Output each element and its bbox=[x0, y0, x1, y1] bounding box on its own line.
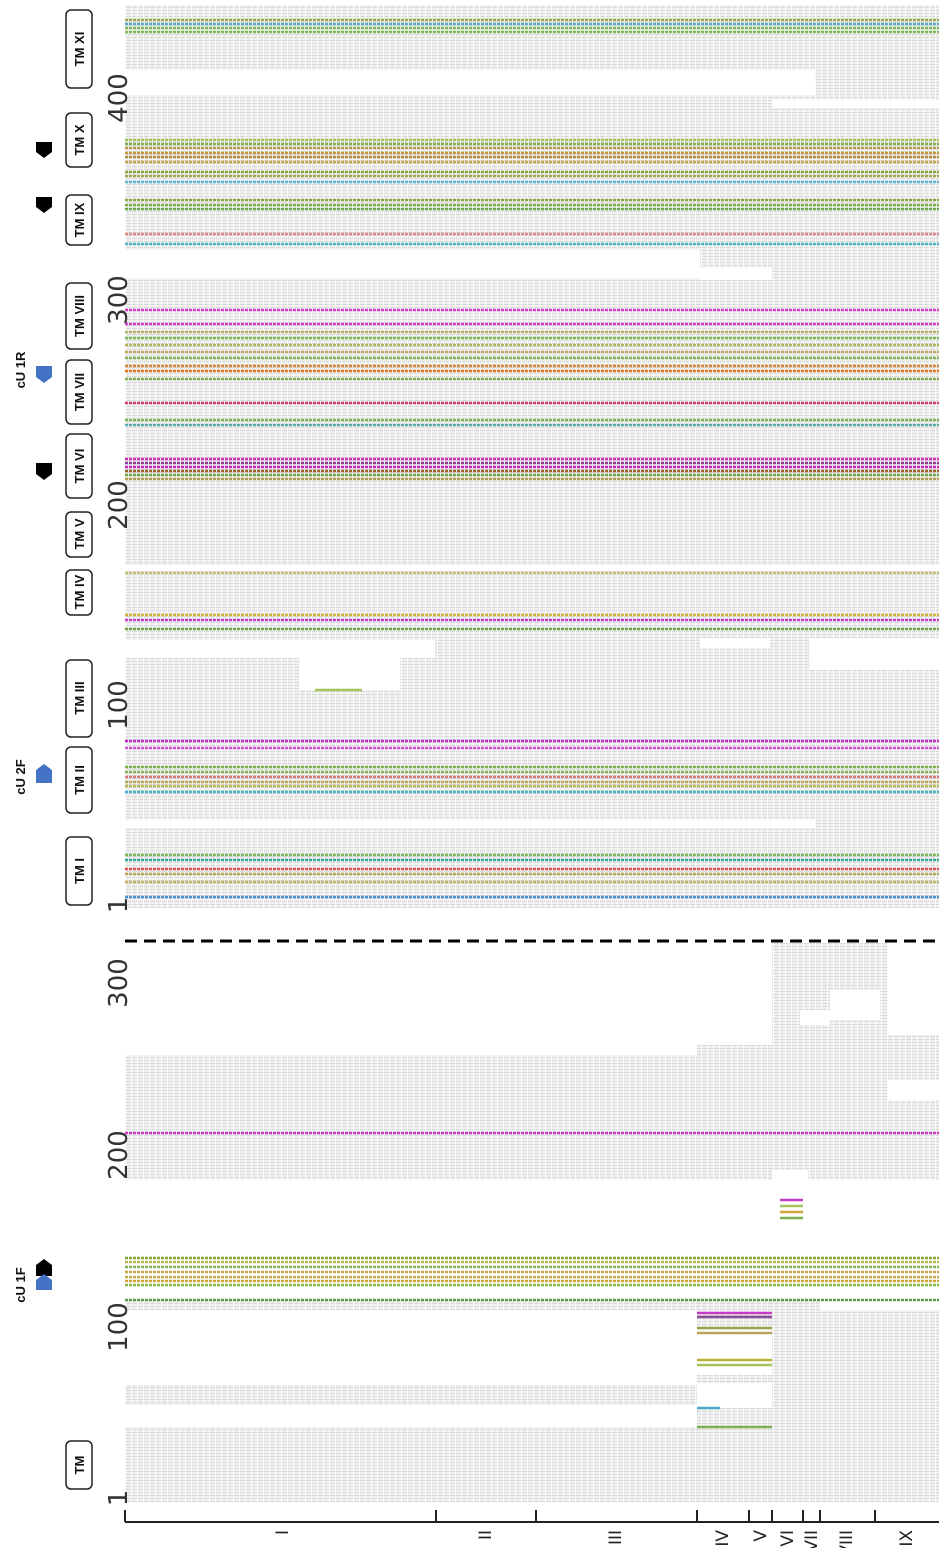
group-bracket: I II III IV V VI VII VIII IX bbox=[124, 1510, 939, 1548]
tm-box-9: TM IX bbox=[65, 194, 93, 246]
top-axis-tick-400: 400 bbox=[104, 73, 134, 123]
group-label-7: VII bbox=[802, 1530, 822, 1548]
group-label-9: IX bbox=[897, 1530, 917, 1547]
group-label-1: I bbox=[273, 1530, 293, 1535]
svg-text:TM V: TM V bbox=[72, 518, 87, 549]
tm-box-bottom: TM bbox=[65, 1440, 93, 1490]
bottom-axis-tick-100: 100 bbox=[104, 1302, 134, 1352]
colored-residue-lines bbox=[125, 18, 939, 1429]
alignment-gap bbox=[888, 1080, 939, 1100]
tm-box-11: TM XI bbox=[65, 9, 93, 89]
alignment-gap bbox=[772, 1170, 808, 1180]
alignment-gap bbox=[125, 565, 939, 571]
tm-box-10: TM X bbox=[65, 112, 93, 168]
primer-arrow-black-icon bbox=[36, 197, 52, 213]
svg-text:TM XI: TM XI bbox=[72, 32, 87, 67]
alignment-gap bbox=[820, 1180, 939, 1310]
alignment-gap bbox=[125, 640, 435, 658]
svg-text:TM III: TM III bbox=[72, 681, 87, 714]
svg-text:TM VII: TM VII bbox=[72, 373, 87, 411]
bottom-axis-tick-1: 1 bbox=[104, 1490, 134, 1507]
tm-box-2: TM II bbox=[65, 746, 93, 814]
primer-arrow-black-icon bbox=[36, 463, 52, 480]
bottom-axis: 1 100 200 300 bbox=[104, 958, 134, 1506]
tm-box-7: TM VII bbox=[65, 359, 93, 425]
tm-box-3: TM III bbox=[65, 659, 93, 738]
group-label-8: VIII bbox=[837, 1530, 857, 1548]
alignment-gap bbox=[125, 820, 815, 828]
alignment-gap bbox=[125, 1310, 697, 1385]
top-axis-tick-1: 1 bbox=[104, 897, 134, 914]
primer-arrow-black-icon bbox=[36, 1259, 52, 1276]
group-label-4: IV bbox=[713, 1530, 733, 1547]
svg-text:TM VI: TM VI bbox=[72, 449, 87, 484]
svg-text:TM II: TM II bbox=[72, 765, 87, 795]
primer-markers: cU 2F cU 1R cU 1F bbox=[13, 142, 52, 1303]
primer-arrow-blue-icon bbox=[36, 366, 52, 383]
alignment-gap bbox=[830, 990, 880, 1020]
primer-arrow-blue-icon bbox=[36, 1274, 52, 1290]
group-label-6: VI bbox=[778, 1530, 798, 1547]
alignment-gap bbox=[125, 1405, 697, 1427]
primer-label-cu1f: cU 1F bbox=[13, 1267, 28, 1302]
alignment-gap bbox=[700, 268, 772, 280]
tm-box-6: TM VI bbox=[65, 433, 93, 499]
alignment-gap bbox=[300, 655, 400, 690]
tm-box-5: TM V bbox=[65, 511, 93, 558]
top-tm-labels: TM I TM II TM III TM IV TM V TM VI TM VI… bbox=[65, 9, 93, 906]
bottom-axis-tick-300: 300 bbox=[104, 958, 134, 1008]
top-axis-tick-300: 300 bbox=[104, 275, 134, 325]
top-axis: 1 100 200 300 400 bbox=[104, 73, 134, 913]
alignment-gap bbox=[697, 1330, 772, 1375]
tm-box-4: TM IV bbox=[65, 569, 93, 616]
top-axis-tick-100: 100 bbox=[104, 680, 134, 730]
primer-label-cu1r: cU 1R bbox=[13, 351, 28, 388]
group-label-3: III bbox=[606, 1530, 626, 1545]
top-axis-tick-200: 200 bbox=[104, 480, 134, 530]
tm-box-1: TM I bbox=[65, 836, 93, 906]
alignment-gap bbox=[810, 638, 939, 670]
top-alignment-bands bbox=[125, 5, 939, 908]
alignment-gap bbox=[697, 1383, 772, 1408]
alignment-gap bbox=[772, 1180, 802, 1195]
alignment-gap bbox=[772, 100, 939, 108]
alignment-gap bbox=[125, 70, 815, 95]
top-band-area bbox=[125, 5, 939, 908]
svg-text:TM: TM bbox=[72, 1456, 87, 1475]
svg-text:TM VIII: TM VIII bbox=[72, 295, 87, 337]
primer-arrow-black-icon bbox=[36, 142, 52, 158]
alignment-gap bbox=[800, 1010, 830, 1025]
primer-label-cu2f: cU 2F bbox=[13, 759, 28, 794]
alignment-gap bbox=[125, 250, 700, 278]
tm-box-8: TM VIII bbox=[65, 282, 93, 350]
group-label-2: II bbox=[476, 1530, 496, 1540]
svg-text:TM IX: TM IX bbox=[72, 202, 87, 237]
svg-text:TM X: TM X bbox=[72, 124, 87, 155]
svg-text:TM I: TM I bbox=[72, 858, 87, 884]
bottom-axis-tick-200: 200 bbox=[104, 1130, 134, 1180]
alignment-gap bbox=[700, 638, 770, 648]
bottom-tm-labels: TM bbox=[65, 1440, 93, 1490]
group-label-5: V bbox=[751, 1530, 771, 1542]
svg-text:TM IV: TM IV bbox=[72, 574, 87, 609]
primer-arrow-blue-icon bbox=[36, 764, 52, 783]
